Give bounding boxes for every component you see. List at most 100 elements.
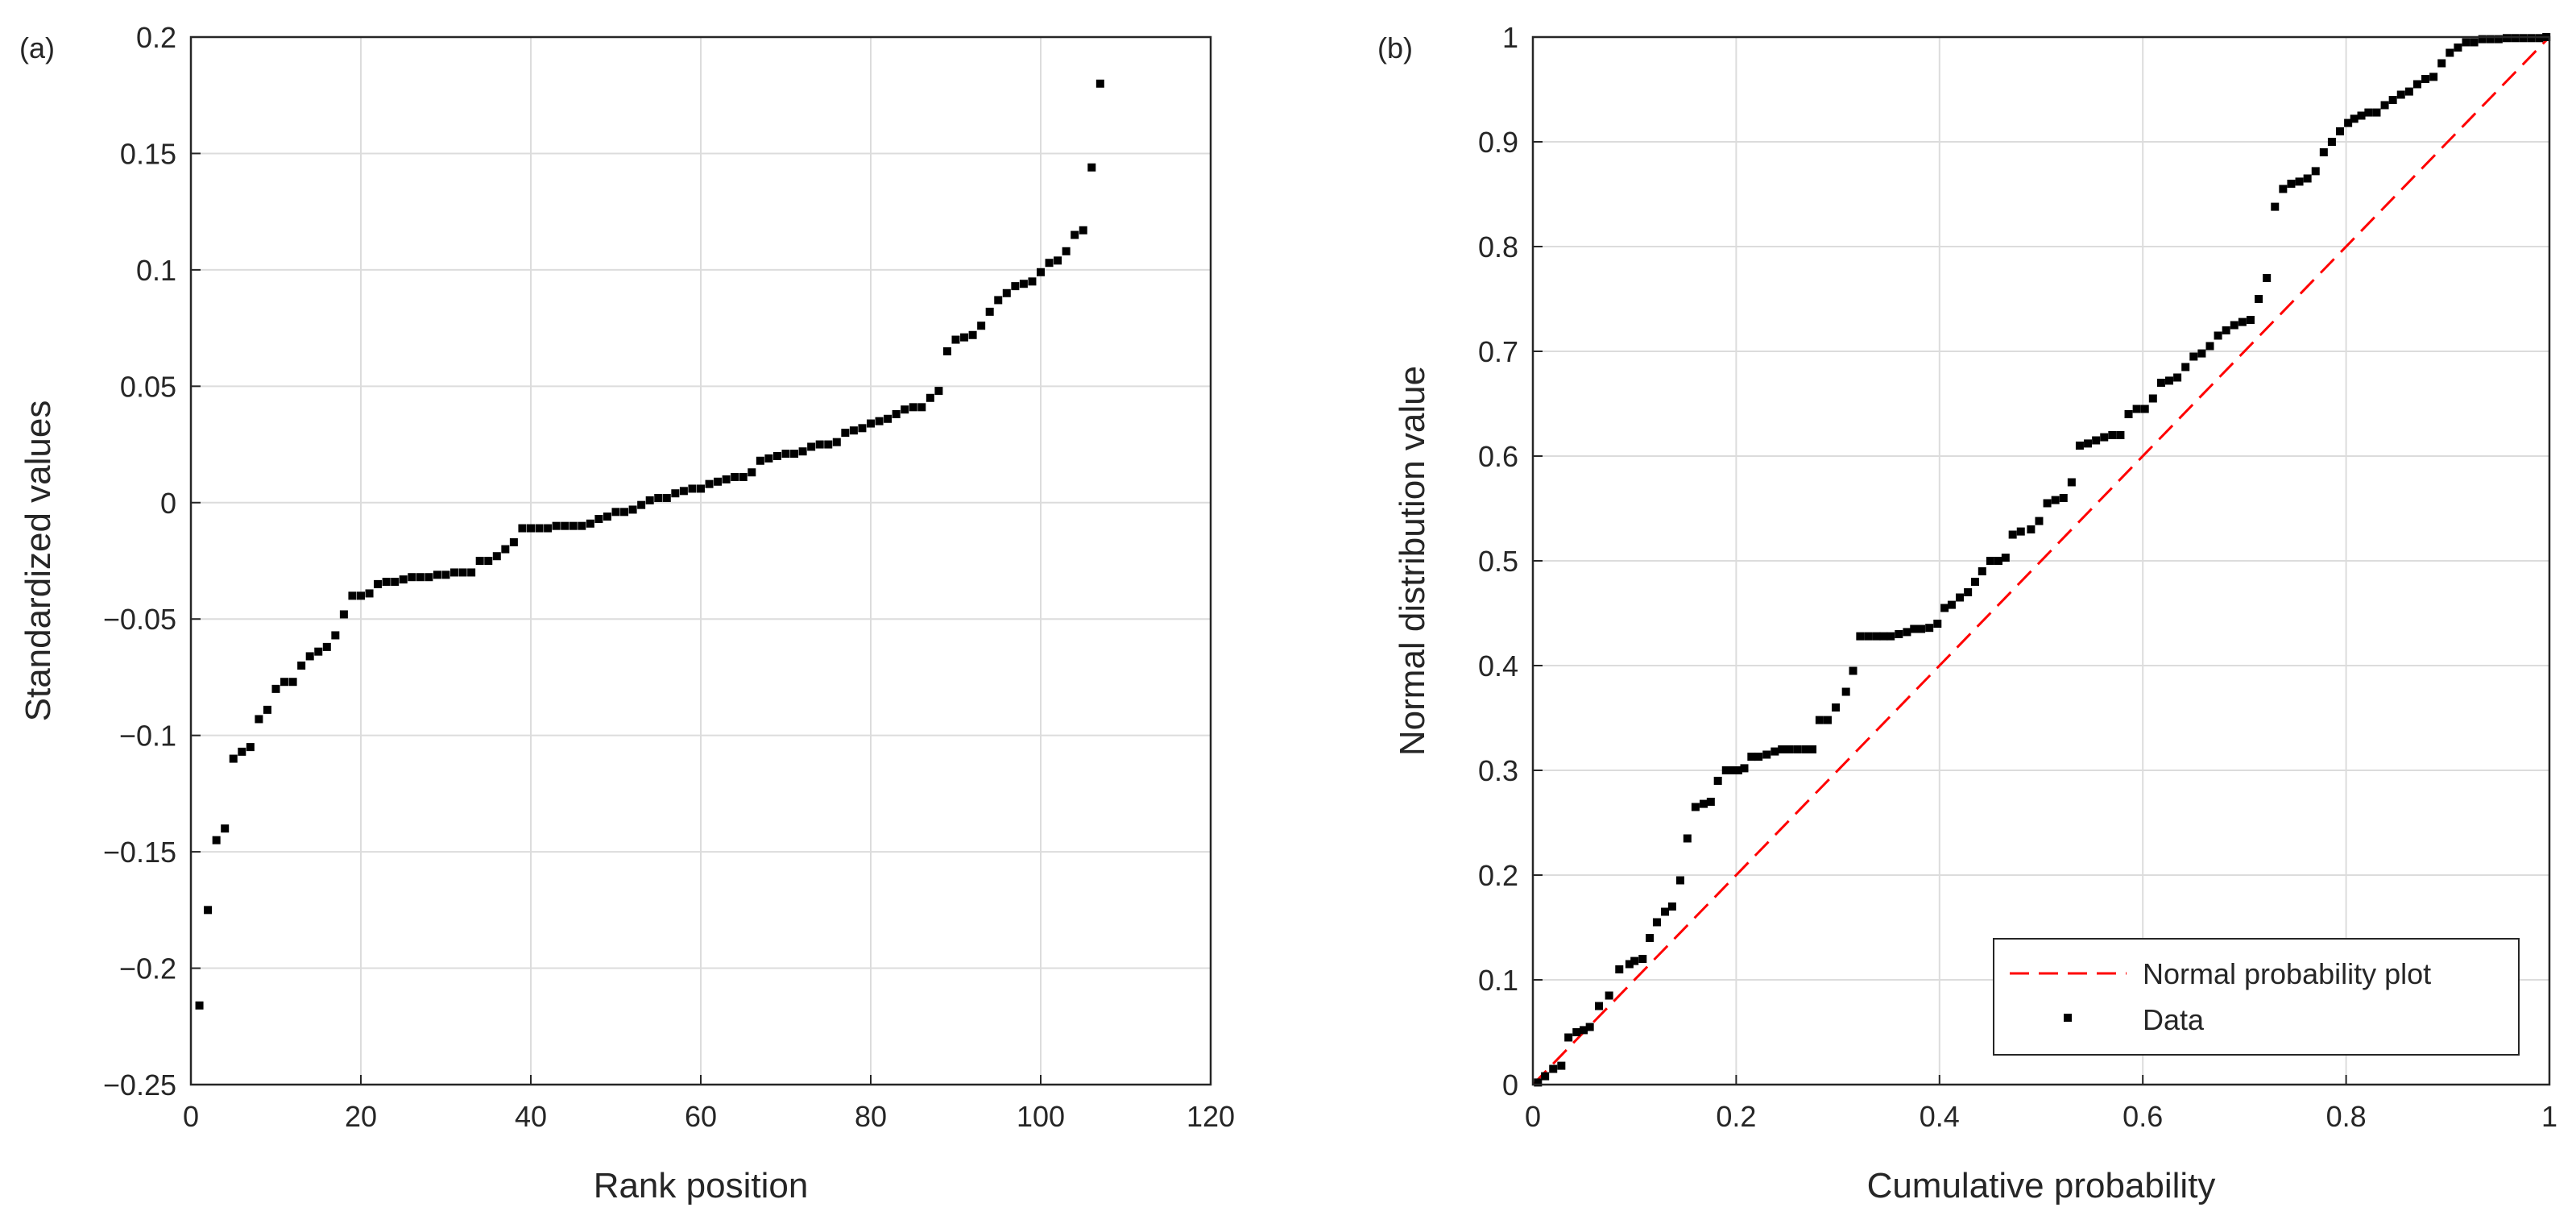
data-point xyxy=(1700,799,1708,808)
data-point xyxy=(1793,745,1802,753)
data-point xyxy=(824,440,833,449)
data-point xyxy=(2059,494,2068,502)
data-point xyxy=(1970,578,1979,586)
y-tick-label: −0.2 xyxy=(119,952,176,985)
data-point xyxy=(901,405,909,414)
data-point xyxy=(832,438,841,446)
data-point xyxy=(458,568,467,577)
data-point xyxy=(1605,991,1613,1000)
data-point xyxy=(1956,593,1965,602)
data-point xyxy=(2478,35,2487,44)
data-point xyxy=(1964,588,1973,596)
data-point xyxy=(1045,259,1054,268)
data-point xyxy=(280,678,289,687)
data-point xyxy=(2396,90,2405,99)
data-point xyxy=(697,484,705,493)
data-point xyxy=(2205,342,2214,351)
data-point xyxy=(1541,1072,1550,1081)
data-point xyxy=(1808,745,1817,753)
chart-b-tick-labels: 0 0.2 0.4 0.6 0.8 1 0 0.1 0.2 0.3 0.4 0.5 0.6 0.7 0.8 0… xyxy=(1478,21,2557,1133)
y-tick-label: 0.2 xyxy=(1478,859,1518,892)
y-tick-label: 0.9 xyxy=(1478,126,1518,159)
data-point xyxy=(1580,1026,1588,1035)
data-point xyxy=(1019,280,1028,288)
chart-b-x-axis-label: Cumulative probability xyxy=(1867,1166,2216,1205)
data-point xyxy=(475,557,484,565)
y-tick-label: 0.15 xyxy=(120,137,176,170)
data-point xyxy=(339,610,348,619)
x-tick-label: 120 xyxy=(1187,1100,1235,1133)
data-point xyxy=(756,456,764,465)
data-point xyxy=(314,647,323,656)
data-point xyxy=(2364,108,2373,117)
data-point xyxy=(1595,1002,1604,1010)
data-point xyxy=(348,591,357,600)
data-point xyxy=(2084,439,2093,448)
data-point xyxy=(798,447,807,456)
data-point xyxy=(297,662,306,670)
data-point xyxy=(2100,433,2109,442)
data-point xyxy=(2388,96,2397,104)
data-point xyxy=(2494,35,2503,44)
data-point xyxy=(2295,177,2304,186)
data-point xyxy=(2027,525,2036,533)
data-point xyxy=(2189,352,2198,361)
data-point xyxy=(942,347,951,355)
data-point xyxy=(425,573,433,582)
data-point xyxy=(1728,766,1737,774)
y-tick-label: 0 xyxy=(160,487,176,520)
data-point xyxy=(467,568,476,577)
data-point xyxy=(2132,405,2141,413)
data-point xyxy=(2319,148,2328,156)
x-tick-label: 1 xyxy=(2541,1100,2557,1133)
data-point xyxy=(2437,59,2446,68)
data-point xyxy=(917,403,926,412)
data-point xyxy=(960,333,969,342)
data-point xyxy=(544,524,553,533)
chart-a-y-axis-label: Standardized values xyxy=(19,400,58,722)
chart-b-panel-label: (b) xyxy=(1377,31,1413,64)
data-point xyxy=(2311,167,2320,176)
data-point xyxy=(501,545,510,554)
x-tick-label: 0 xyxy=(183,1100,199,1133)
data-point xyxy=(2279,185,2288,193)
data-point xyxy=(2454,44,2462,52)
data-point xyxy=(535,524,544,533)
data-point xyxy=(1615,965,1624,973)
data-point xyxy=(2263,274,2272,282)
data-point xyxy=(1841,687,1850,696)
data-point xyxy=(994,296,1003,305)
data-point xyxy=(764,454,773,463)
chart-b: 0 0.2 0.4 0.6 0.8 1 0 0.1 0.2 0.3 0.4 0.5 0.6 0.7 0.8 0… xyxy=(1377,21,2557,1205)
y-tick-label: 0.1 xyxy=(1478,964,1518,997)
data-point xyxy=(1986,557,1994,565)
data-point xyxy=(195,1001,204,1010)
data-point xyxy=(1572,1028,1581,1036)
data-point xyxy=(909,403,917,412)
data-point xyxy=(841,429,850,438)
data-point xyxy=(1864,632,1873,641)
data-point xyxy=(1062,247,1071,255)
data-point xyxy=(586,519,594,528)
data-point xyxy=(1917,624,1926,633)
y-tick-label: 0.7 xyxy=(1478,335,1518,368)
data-point xyxy=(714,477,723,486)
data-point xyxy=(1675,876,1684,885)
y-tick-label: −0.15 xyxy=(103,836,176,869)
data-point xyxy=(238,747,246,756)
data-point xyxy=(603,512,611,521)
data-point xyxy=(892,410,901,418)
chart-a-panel-label: (a) xyxy=(19,31,55,64)
legend-box xyxy=(1993,938,2520,1056)
data-point xyxy=(926,393,934,402)
y-tick-label: 0.3 xyxy=(1478,754,1518,787)
y-tick-label: 0.05 xyxy=(120,370,176,403)
data-point xyxy=(263,705,271,714)
data-point xyxy=(1002,288,1011,297)
data-point xyxy=(637,500,646,509)
data-point xyxy=(654,494,663,502)
y-tick-label: 0.1 xyxy=(136,254,176,287)
y-tick-label: 0 xyxy=(1502,1068,1518,1102)
data-point xyxy=(1585,1023,1594,1031)
data-point xyxy=(2412,80,2421,89)
